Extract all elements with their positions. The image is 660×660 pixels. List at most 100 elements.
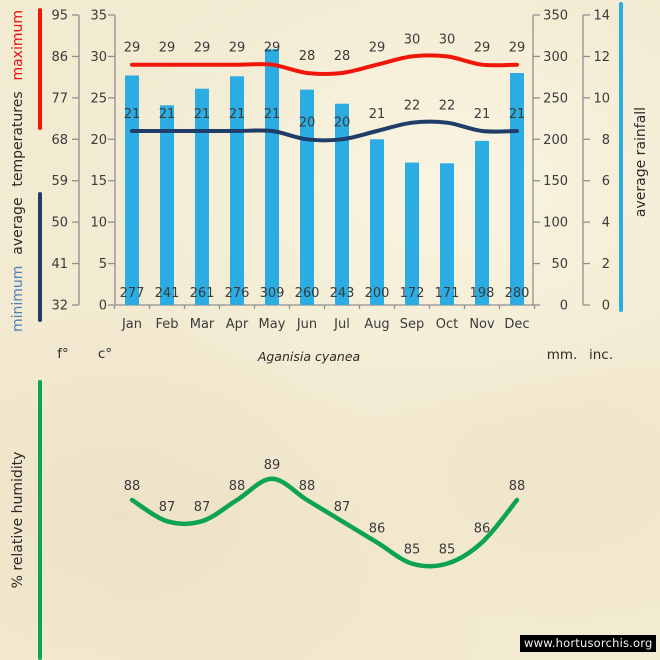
svg-text:20: 20	[90, 133, 107, 148]
temperature-value: 21	[264, 107, 281, 122]
svg-text:25: 25	[90, 91, 107, 106]
svg-text:350: 350	[543, 9, 568, 24]
temperature-rainfall-chart: 9586776859504132353025201510503503002502…	[51, 9, 610, 333]
rainfall-value: 243	[330, 286, 355, 301]
max-temperature-legend-line	[38, 8, 42, 130]
millimeters-axis: 350 300 250 200 150 100 50 0	[532, 9, 568, 314]
temperature-value: 21	[159, 107, 176, 122]
temperature-value: 22	[439, 99, 456, 114]
svg-text:32: 32	[51, 299, 68, 314]
temperature-value: 29	[194, 41, 211, 56]
humidity-chart: 88 87 87 88 89 88 87 86 85 85 86 88	[124, 458, 526, 569]
humidity-value: 87	[159, 500, 176, 515]
temperature-value: 30	[439, 32, 456, 47]
svg-text:200: 200	[543, 133, 568, 148]
temperature-value: 20	[299, 115, 316, 130]
svg-text:300: 300	[543, 50, 568, 65]
svg-text:2: 2	[602, 257, 610, 272]
svg-text:59: 59	[51, 174, 68, 189]
humidity-value: 88	[299, 479, 316, 494]
celsius-axis: 35 30 25 20 15 10 5 0	[90, 9, 116, 314]
min-temperature-legend-line	[38, 192, 42, 322]
fahrenheit-unit-label: f°	[57, 346, 69, 362]
humidity-legend-line	[38, 380, 42, 660]
rainfall-value: 200	[365, 286, 390, 301]
svg-text:6: 6	[602, 174, 610, 189]
month-label: Jun	[296, 317, 317, 332]
svg-text:100: 100	[543, 216, 568, 231]
month-label: Nov	[469, 317, 495, 332]
rainfall-bar	[475, 140, 489, 305]
humidity-value: 85	[439, 543, 456, 558]
rainfall-value: 280	[505, 286, 530, 301]
svg-text:0: 0	[560, 299, 568, 314]
temperature-value: 29	[369, 41, 386, 56]
month-label: Mar	[190, 317, 215, 332]
humidity-value: 85	[404, 543, 421, 558]
svg-text:0: 0	[99, 299, 107, 314]
humidity-value: 87	[194, 500, 211, 515]
svg-text:150: 150	[543, 174, 568, 189]
rainfall-bar	[335, 103, 349, 305]
humidity-value: 88	[509, 479, 526, 494]
rainfall-bar	[230, 76, 244, 305]
temperature-value: 30	[404, 32, 421, 47]
minimum-temperature-line	[130, 119, 519, 143]
svg-text:15: 15	[90, 174, 107, 189]
rainfall-value: 172	[400, 286, 425, 301]
svg-text:250: 250	[543, 91, 568, 106]
species-subtitle: Aganisia cyanea	[257, 349, 361, 364]
fahrenheit-axis: 95 86 77 68 59 50 41 32	[51, 9, 80, 314]
svg-text:8: 8	[602, 133, 610, 148]
temperature-value: 21	[229, 107, 246, 122]
month-label: Dec	[504, 317, 529, 332]
month-label: Jul	[333, 317, 350, 332]
rainfall-value: 260	[295, 286, 320, 301]
svg-text:50: 50	[551, 257, 568, 272]
humidity-value: 87	[334, 500, 351, 515]
rainfall-bars: 277 241 261 276 309 260 243 200 172 171 198 280	[120, 49, 530, 305]
rainfall-legend-line	[619, 2, 623, 312]
maximum-temperature-line	[130, 53, 519, 77]
humidity-value: 88	[124, 479, 141, 494]
month-label: Jan	[121, 317, 142, 332]
svg-text:5: 5	[99, 257, 107, 272]
inches-axis: 14 12 10 8 6 4 2 0	[582, 9, 610, 314]
rainfall-value: 309	[260, 286, 285, 301]
temperature-value: 21	[194, 107, 211, 122]
svg-text:30: 30	[90, 50, 107, 65]
temperature-value: 29	[474, 41, 491, 56]
temperature-value: 29	[264, 41, 281, 56]
rainfall-value: 198	[470, 286, 495, 301]
rainfall-bar	[265, 49, 279, 305]
inches-unit-label: inc.	[588, 347, 614, 363]
humidity-line	[129, 476, 520, 569]
rainfall-bar	[160, 105, 174, 305]
rainfall-bar	[370, 139, 384, 305]
rainfall-value: 241	[155, 286, 180, 301]
temperature-value: 29	[509, 41, 526, 56]
temperature-value: 21	[369, 107, 386, 122]
svg-text:10: 10	[90, 216, 107, 231]
temperature-value: 22	[404, 99, 421, 114]
humidity-value: 86	[474, 521, 491, 536]
rainfall-value: 261	[190, 286, 215, 301]
month-label: Aug	[364, 317, 389, 332]
rainfall-bar	[300, 89, 314, 305]
temperature-value: 21	[124, 107, 141, 122]
rainfall-bar	[195, 88, 209, 305]
temperature-value: 28	[334, 49, 351, 64]
svg-text:0: 0	[602, 299, 610, 314]
month-axis: Jan Feb Mar Apr May Jun Jul Aug Sep Oct Nov Dec	[113, 304, 536, 332]
temperature-value: 21	[474, 107, 491, 122]
humidity-value: 89	[264, 458, 281, 473]
humidity-value: 88	[229, 479, 246, 494]
svg-text:10: 10	[593, 91, 610, 106]
svg-text:77: 77	[51, 91, 68, 106]
celsius-unit-label: c°	[97, 346, 113, 362]
temperature-value: 20	[334, 115, 351, 130]
millimeters-unit-label: mm.	[546, 347, 578, 363]
svg-text:41: 41	[51, 257, 68, 272]
month-label: Feb	[155, 317, 178, 332]
rainfall-value: 171	[435, 286, 460, 301]
